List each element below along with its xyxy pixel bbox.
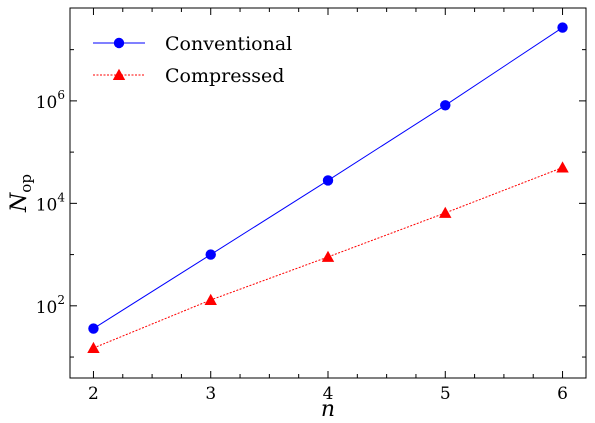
legend-marker-conventional [113,37,125,49]
data-point-compressed [556,161,569,173]
y-tick-exponent: 2 [57,293,65,307]
data-point-conventional [205,249,216,260]
data-point-compressed [204,293,217,305]
y-tick-label: 104 [36,190,66,215]
x-axis: 2 3 4 5 6 [88,8,568,404]
y-tick-base: 10 [36,298,58,318]
data-point-compressed [87,341,100,353]
x-tick-label: 2 [88,384,99,404]
x-tick-label: 3 [205,384,216,404]
legend: Conventional Compressed [93,33,292,87]
series-compressed [87,161,569,353]
y-axis-title-subscript: op [17,174,35,193]
y-tick-label: 102 [36,293,65,318]
x-axis-title: n [321,397,335,422]
data-point-compressed [321,250,335,262]
data-point-conventional [557,22,568,33]
data-point-compressed [439,206,452,218]
y-axis-title: Nop [7,174,35,213]
y-tick-label: 106 [36,88,65,113]
y-tick-exponent: 6 [57,88,65,102]
y-axis-title-main: N [7,192,32,213]
x-tick-label: 6 [557,384,568,404]
legend-label-conventional: Conventional [165,33,292,55]
data-point-conventional [440,100,451,111]
series-conventional [88,22,568,334]
data-point-conventional [88,323,99,334]
y-tick-base: 10 [36,93,58,113]
x-tick-label: 4 [323,384,334,404]
x-tick-label: 5 [440,384,451,404]
legend-label-compressed: Compressed [165,65,284,87]
y-tick-exponent: 4 [57,190,65,204]
y-tick-base: 10 [36,195,58,215]
series-line-compressed [93,167,563,349]
series-layer [87,22,569,353]
data-point-conventional [322,175,334,186]
legend-marker-compressed [112,68,126,80]
